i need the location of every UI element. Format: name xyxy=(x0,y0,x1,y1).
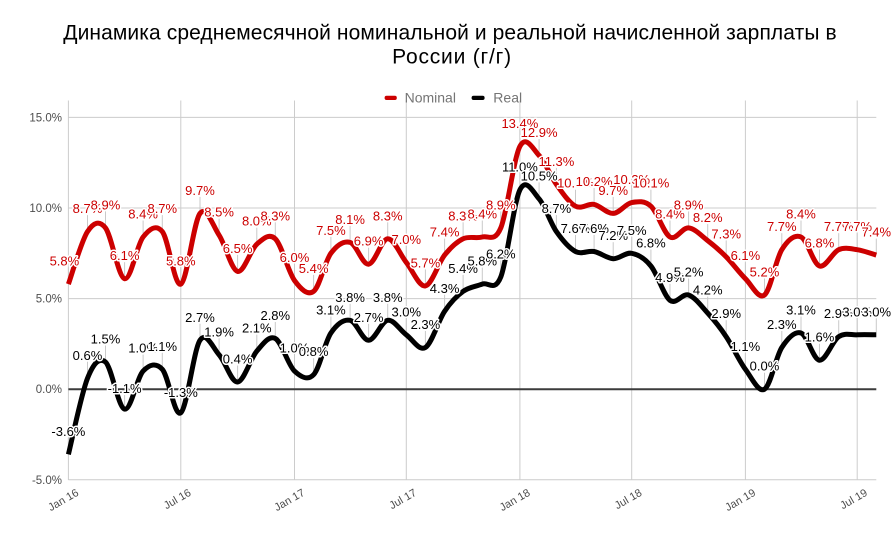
svg-text:8.2%: 8.2% xyxy=(693,210,723,225)
svg-text:7.3%: 7.3% xyxy=(711,226,741,241)
svg-text:0.4%: 0.4% xyxy=(223,352,253,367)
svg-text:11.3%: 11.3% xyxy=(538,154,574,169)
svg-text:8.5%: 8.5% xyxy=(204,205,234,220)
svg-text:-3.6%: -3.6% xyxy=(51,424,85,439)
svg-text:10.3%: 10.3% xyxy=(613,172,650,187)
svg-text:-1.3%: -1.3% xyxy=(164,385,198,400)
svg-text:10.1%: 10.1% xyxy=(557,176,594,191)
svg-text:5.8%: 5.8% xyxy=(166,254,196,269)
svg-text:6.5%: 6.5% xyxy=(223,241,253,256)
svg-text:11.0%: 11.0% xyxy=(502,159,538,174)
svg-text:1.9%: 1.9% xyxy=(204,324,234,339)
svg-text:6.9%: 6.9% xyxy=(354,234,384,249)
svg-text:7.7%: 7.7% xyxy=(767,219,797,234)
svg-text:1.0%: 1.0% xyxy=(128,341,158,356)
svg-text:1.0%: 1.0% xyxy=(280,341,310,356)
svg-text:3.8%: 3.8% xyxy=(373,290,403,305)
svg-text:1.1%: 1.1% xyxy=(731,339,761,354)
svg-text:8.7%: 8.7% xyxy=(73,201,103,216)
svg-text:2.9%: 2.9% xyxy=(711,306,741,321)
svg-text:7.6%: 7.6% xyxy=(579,221,609,236)
svg-text:России (г/г): России (г/г) xyxy=(392,46,512,69)
svg-text:Real: Real xyxy=(493,89,522,105)
svg-text:8.9%: 8.9% xyxy=(91,197,121,212)
svg-text:5.4%: 5.4% xyxy=(448,261,478,276)
svg-text:3.1%: 3.1% xyxy=(786,303,816,318)
svg-text:1.1%: 1.1% xyxy=(147,339,177,354)
svg-text:1.6%: 1.6% xyxy=(805,330,835,345)
svg-text:9.7%: 9.7% xyxy=(598,183,628,198)
svg-text:6.1%: 6.1% xyxy=(731,248,761,263)
svg-text:7.4%: 7.4% xyxy=(861,225,891,240)
svg-text:8.3%: 8.3% xyxy=(373,208,403,223)
svg-text:6.0%: 6.0% xyxy=(280,250,310,265)
svg-text:6.2%: 6.2% xyxy=(486,246,516,261)
svg-text:Динамика среднемесячной номина: Динамика среднемесячной номинальной и ре… xyxy=(63,22,836,45)
svg-text:8.4%: 8.4% xyxy=(467,207,497,222)
svg-text:1.5%: 1.5% xyxy=(91,332,121,347)
svg-text:3.0%: 3.0% xyxy=(842,304,872,319)
svg-text:7.0%: 7.0% xyxy=(391,232,421,247)
svg-text:3.0%: 3.0% xyxy=(391,304,421,319)
svg-text:0.6%: 0.6% xyxy=(73,348,103,363)
svg-text:3.8%: 3.8% xyxy=(335,290,365,305)
svg-text:4.3%: 4.3% xyxy=(430,281,460,296)
svg-text:0.0%: 0.0% xyxy=(750,359,780,374)
svg-text:7.5%: 7.5% xyxy=(316,223,346,238)
svg-text:2.3%: 2.3% xyxy=(411,317,441,332)
svg-text:5.2%: 5.2% xyxy=(674,265,704,280)
svg-text:4.2%: 4.2% xyxy=(693,283,723,298)
svg-text:8.7%: 8.7% xyxy=(147,201,177,216)
svg-text:8.0%: 8.0% xyxy=(242,214,272,229)
svg-text:5.0%: 5.0% xyxy=(36,294,62,306)
svg-text:6.1%: 6.1% xyxy=(110,248,140,263)
svg-text:10.1%: 10.1% xyxy=(632,176,669,191)
svg-text:7.4%: 7.4% xyxy=(430,225,460,240)
svg-text:2.7%: 2.7% xyxy=(185,310,215,325)
svg-text:8.9%: 8.9% xyxy=(674,197,704,212)
svg-text:8.3%: 8.3% xyxy=(260,208,290,223)
svg-text:8.4%: 8.4% xyxy=(128,207,158,222)
svg-text:3.0%: 3.0% xyxy=(861,304,891,319)
svg-text:4.9%: 4.9% xyxy=(655,270,685,285)
svg-text:5.8%: 5.8% xyxy=(467,254,497,269)
svg-text:8.3%: 8.3% xyxy=(448,208,478,223)
svg-text:2.7%: 2.7% xyxy=(354,310,384,325)
svg-text:0.8%: 0.8% xyxy=(299,344,329,359)
svg-text:12.9%: 12.9% xyxy=(521,125,558,140)
svg-text:6.8%: 6.8% xyxy=(805,236,835,251)
svg-text:2.9%: 2.9% xyxy=(824,306,854,321)
svg-text:7.2%: 7.2% xyxy=(598,228,628,243)
svg-text:10.2%: 10.2% xyxy=(576,174,613,189)
svg-text:5.8%: 5.8% xyxy=(50,254,80,269)
svg-text:15.0%: 15.0% xyxy=(29,112,62,124)
svg-text:9.7%: 9.7% xyxy=(185,183,215,198)
svg-text:2.3%: 2.3% xyxy=(767,317,797,332)
svg-text:10.5%: 10.5% xyxy=(521,168,558,183)
svg-text:2.1%: 2.1% xyxy=(242,321,272,336)
svg-text:8.7%: 8.7% xyxy=(542,201,572,216)
svg-text:5.4%: 5.4% xyxy=(299,261,329,276)
svg-text:-1.1%: -1.1% xyxy=(108,381,142,396)
svg-text:13.4%: 13.4% xyxy=(501,116,538,131)
svg-text:8.1%: 8.1% xyxy=(335,212,365,227)
svg-text:5.7%: 5.7% xyxy=(411,255,441,270)
svg-text:10.0%: 10.0% xyxy=(29,203,62,215)
svg-text:5.2%: 5.2% xyxy=(750,265,780,280)
svg-text:7.6%: 7.6% xyxy=(561,221,591,236)
svg-text:7.7%: 7.7% xyxy=(824,219,854,234)
svg-text:0.0%: 0.0% xyxy=(36,384,62,396)
svg-text:7.5%: 7.5% xyxy=(617,223,647,238)
svg-text:7.7%: 7.7% xyxy=(842,219,872,234)
svg-text:3.1%: 3.1% xyxy=(316,303,346,318)
svg-text:2.8%: 2.8% xyxy=(260,308,290,323)
svg-text:6.8%: 6.8% xyxy=(636,236,666,251)
svg-text:-5.0%: -5.0% xyxy=(32,475,62,487)
svg-text:8.4%: 8.4% xyxy=(655,207,685,222)
svg-text:Nominal: Nominal xyxy=(405,89,456,105)
svg-text:8.9%: 8.9% xyxy=(486,197,516,212)
svg-text:8.4%: 8.4% xyxy=(786,207,816,222)
